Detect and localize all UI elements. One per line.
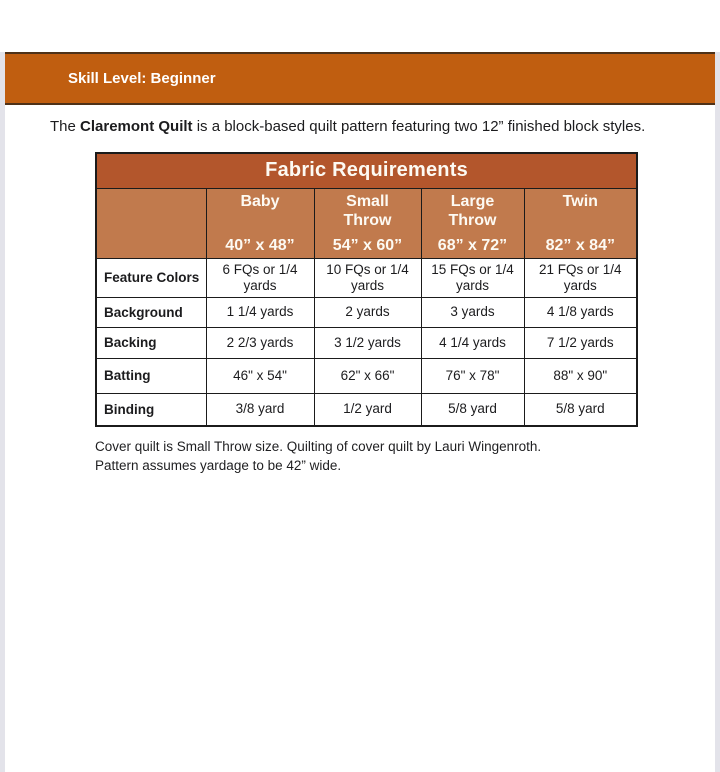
skill-level-banner: Skill Level: Beginner bbox=[5, 52, 715, 105]
skill-level-text: Skill Level: Beginner bbox=[68, 70, 216, 87]
table-title-row: Fabric Requirements bbox=[95, 152, 638, 189]
column-header-large-throw: Large Throw 68” x 72” bbox=[420, 187, 525, 259]
column-header-twin: Twin 82” x 84” bbox=[523, 187, 638, 259]
page-right-edge bbox=[715, 52, 720, 772]
table-column-header-row: Baby 40” x 48” Small Throw 54” x 60” Lar… bbox=[95, 187, 638, 259]
column-header-baby: Baby 40” x 48” bbox=[205, 187, 315, 259]
intro-suffix: is a block-based quilt pattern featuring… bbox=[192, 118, 646, 135]
row-label: Backing bbox=[95, 326, 207, 359]
column-name: Large Throw bbox=[448, 192, 497, 229]
footer-line-2: Pattern assumes yardage to be 42” wide. bbox=[95, 457, 342, 473]
column-name: Small Throw bbox=[343, 192, 392, 229]
table-cell: 2 yards bbox=[313, 296, 422, 328]
table-title: Fabric Requirements bbox=[95, 152, 638, 189]
table-cell: 46" x 54" bbox=[205, 357, 315, 394]
table-cell: 7 1/2 yards bbox=[523, 326, 638, 359]
table-cell: 62" x 66" bbox=[313, 357, 422, 394]
table-cell: 6 FQs or 1/4 yards bbox=[205, 257, 315, 298]
fabric-requirements-table: Fabric Requirements Baby 40” x 48” Small… bbox=[95, 152, 639, 427]
table-cell: 10 FQs or 1/4 yards bbox=[313, 257, 422, 298]
table-cell: 76" x 78" bbox=[420, 357, 525, 394]
row-label: Background bbox=[95, 296, 207, 328]
table-cell: 3/8 yard bbox=[205, 392, 315, 427]
page-left-edge bbox=[0, 52, 5, 772]
column-dimensions: 54” x 60” bbox=[332, 236, 403, 254]
column-name: Baby bbox=[240, 192, 280, 210]
column-header-small-throw: Small Throw 54” x 60” bbox=[313, 187, 422, 259]
table-cell: 1 1/4 yards bbox=[205, 296, 315, 328]
document-page: Skill Level: Beginner The Claremont Quil… bbox=[5, 52, 715, 772]
table-cell: 15 FQs or 1/4 yards bbox=[420, 257, 525, 298]
footer-line-1: Cover quilt is Small Throw size. Quiltin… bbox=[95, 439, 542, 454]
table-cell: 3 yards bbox=[420, 296, 525, 328]
column-dimensions: 68” x 72” bbox=[437, 236, 508, 254]
empty-corner-cell bbox=[95, 187, 207, 259]
table-cell: 2 2/3 yards bbox=[205, 326, 315, 359]
table-cell: 5/8 yard bbox=[523, 392, 638, 427]
pattern-name: Claremont Quilt bbox=[80, 118, 193, 135]
table-cell: 4 1/4 yards bbox=[420, 326, 525, 359]
intro-paragraph: The Claremont Quilt is a block-based qui… bbox=[50, 116, 650, 137]
intro-prefix: The bbox=[50, 118, 81, 135]
table-row-batting: Batting 46" x 54" 62" x 66" 76" x 78" 88… bbox=[95, 357, 638, 394]
table-row-background: Background 1 1/4 yards 2 yards 3 yards 4… bbox=[95, 296, 638, 328]
table-cell: 3 1/2 yards bbox=[313, 326, 422, 359]
column-name: Twin bbox=[562, 192, 598, 210]
table-cell: 4 1/8 yards bbox=[523, 296, 638, 328]
row-label: Feature Colors bbox=[95, 257, 207, 298]
row-label: Binding bbox=[95, 392, 207, 427]
footer-notes: Cover quilt is Small Throw size. Quiltin… bbox=[95, 438, 715, 475]
table-row-feature-colors: Feature Colors 6 FQs or 1/4 yards 10 FQs… bbox=[95, 257, 638, 298]
column-dimensions: 82” x 84” bbox=[545, 236, 615, 254]
table-cell: 5/8 yard bbox=[420, 392, 525, 427]
table-row-backing: Backing 2 2/3 yards 3 1/2 yards 4 1/4 ya… bbox=[95, 326, 638, 359]
table-cell: 1/2 yard bbox=[313, 392, 422, 427]
row-label: Batting bbox=[95, 357, 207, 394]
column-dimensions: 40” x 48” bbox=[225, 236, 295, 254]
table-cell: 21 FQs or 1/4 yards bbox=[523, 257, 638, 298]
table-row-binding: Binding 3/8 yard 1/2 yard 5/8 yard 5/8 y… bbox=[95, 392, 638, 427]
table-cell: 88" x 90" bbox=[523, 357, 638, 394]
